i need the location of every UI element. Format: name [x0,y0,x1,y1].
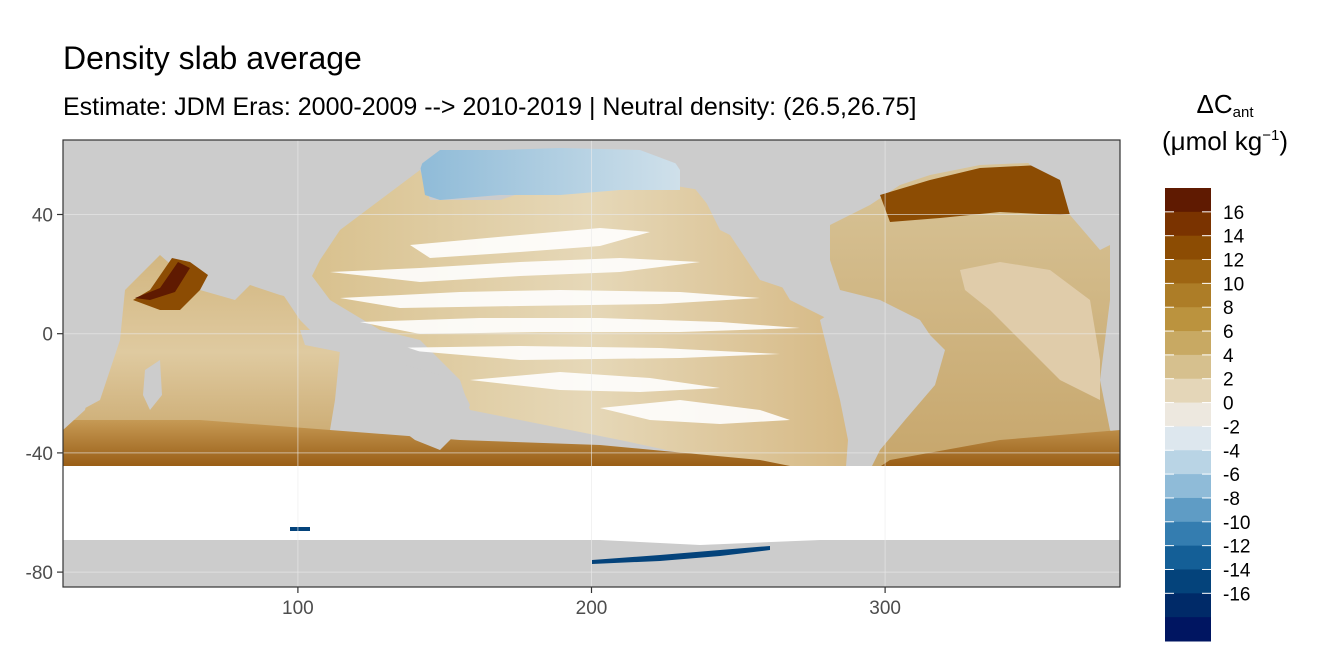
legend-swatch [1165,450,1211,475]
legend-label: 14 [1223,227,1245,248]
legend-swatch [1165,283,1211,308]
legend-swatch [1165,354,1211,380]
legend-swatch [1165,402,1211,427]
europe-land [1010,140,1120,250]
africa-land [63,140,240,430]
y-tick-label: 0 [42,325,53,346]
legend-swatch [1165,593,1211,618]
grid-lines [63,140,1120,587]
arabian-sea-core [135,262,190,300]
x-axis: 100 200 300 [282,587,901,619]
legend-swatch [1165,211,1211,237]
legend-swatch [1165,521,1211,547]
legend-swatch [1165,569,1211,594]
y-tick-label: 40 [32,206,53,227]
legend-label: 12 [1223,251,1244,272]
legend-title-units: (μmol kg−1) [1162,126,1288,156]
legend-label: -4 [1223,441,1240,462]
antarctic-negative-strip [592,546,770,564]
legend-swatch [1165,378,1211,404]
x-tick-label: 200 [576,598,608,619]
legend-swatch [1165,545,1211,570]
australia-land [340,365,470,450]
chart-title: Density slab average [63,40,362,76]
madagascar [143,360,162,410]
indonesia-land [300,330,430,365]
legend-label: -14 [1223,560,1251,581]
pacific-streaks [330,228,800,424]
legend-label: 10 [1223,274,1244,295]
x-tick-label: 300 [869,598,901,619]
legend-swatch [1165,497,1211,523]
legend-swatch [1165,331,1211,356]
legend-label: 0 [1223,394,1234,415]
legend-title: ΔCant (μmol kg−1) [1150,86,1300,159]
x-tick-label: 100 [282,598,314,619]
asia-land [200,140,430,300]
ocean-field [63,148,1120,495]
tropical-atlantic-light [960,262,1100,400]
legend-label: -6 [1223,465,1240,486]
legend-swatch [1165,474,1211,499]
chart-subtitle: Estimate: JDM Eras: 2000-2009 --> 2010-2… [63,93,917,121]
north-atlantic-high [880,165,1110,222]
legend-swatch [1165,188,1211,213]
indian-ocean [63,255,340,450]
legend-title-symbol: ΔCant [1196,89,1254,121]
legend-swatch [1165,259,1211,284]
north-pacific-negative [420,148,680,200]
south-america-land [820,300,945,500]
legend-label: -8 [1223,489,1240,510]
legend-label: 2 [1223,370,1234,391]
legend-label: 16 [1223,203,1244,224]
legend-label: -10 [1223,513,1250,534]
y-axis: 40 0 -40 -80 [26,206,63,584]
legend-label: 4 [1223,346,1234,367]
legend-swatch [1165,426,1211,451]
legend-label: -12 [1223,537,1250,558]
y-tick-label: -80 [26,563,53,584]
antarctic-negative-dot [290,527,310,531]
legend-swatch [1165,307,1211,332]
legend-label: 8 [1223,298,1234,319]
legend-label: -2 [1223,417,1240,438]
legend-swatch [1165,235,1211,261]
atlantic-ocean [830,162,1120,480]
legend-swatch [1165,617,1211,642]
nodata-antarctic-edge [63,525,1120,545]
legend-label: 6 [1223,322,1234,343]
legend-label: -16 [1223,584,1250,605]
y-tick-label: -40 [26,444,53,465]
